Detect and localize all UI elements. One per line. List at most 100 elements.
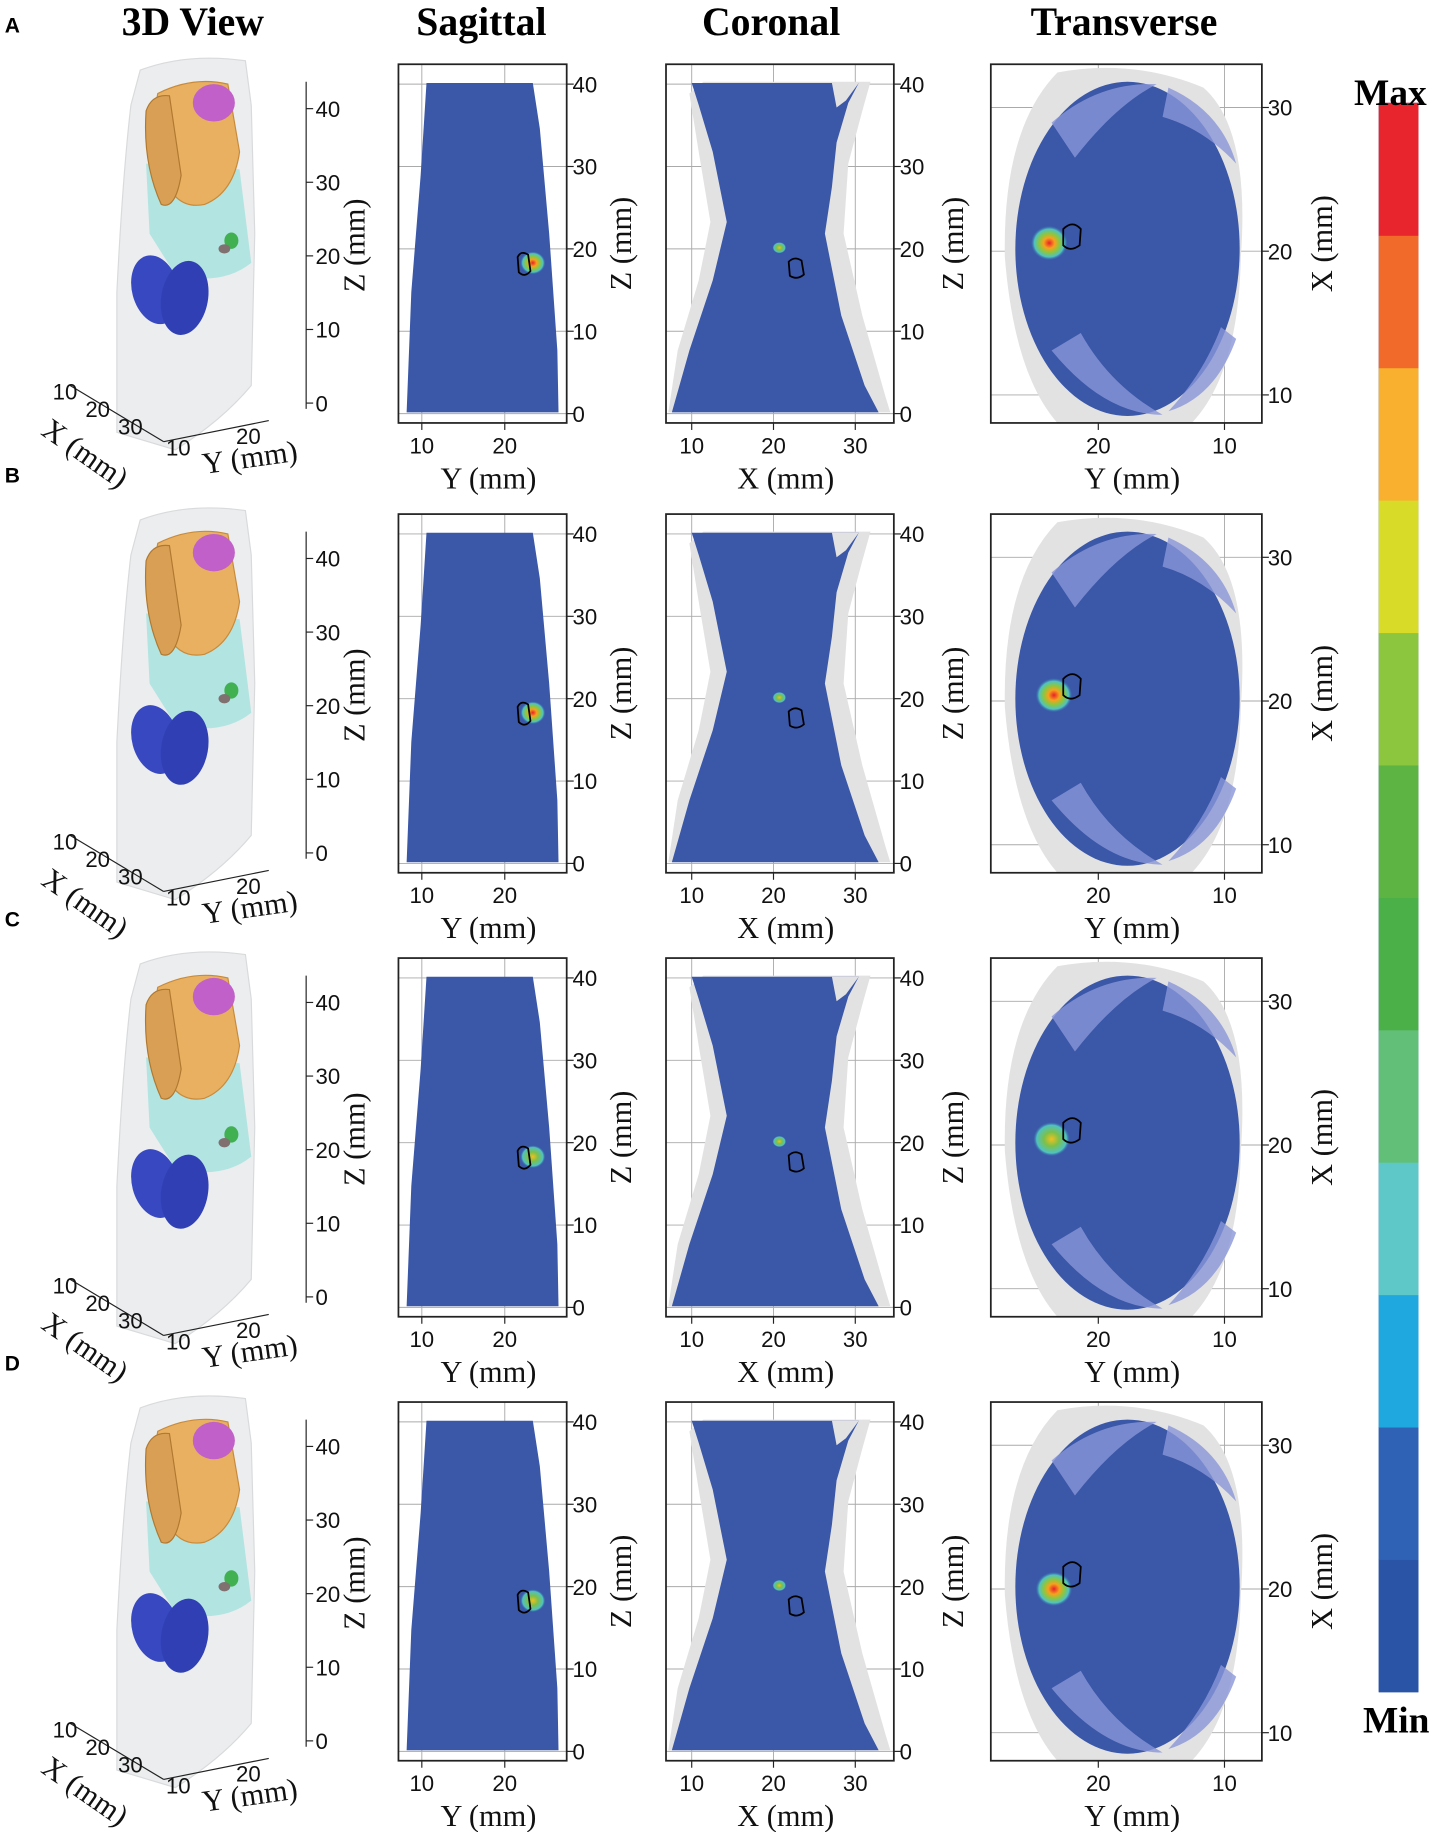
tumor [224,1126,239,1143]
tick-label: 30 [1268,96,1293,121]
organ-orange [144,544,182,656]
tick-label: 0 [315,391,327,416]
colorbar-min: Min [1363,1701,1430,1742]
row-label: C [5,909,20,932]
tick-label: 10 [679,1327,704,1352]
tick-label: 0 [315,841,327,866]
transverse-panel: 10 20 30 20 10 X (mm) Y (mm) [989,957,1339,1389]
tick-label: 30 [573,1492,598,1517]
dose-hotspot [1035,1571,1073,1607]
tick-label: 20 [492,433,517,458]
dose-hotspot [1030,225,1068,261]
tick-label: 10 [409,433,434,458]
row: D 0 10 20 30 40 Z (mm) 10 20 30 10 20 X (mm) Y (mm) 0 1… [5,1352,1339,1832]
axis-label: Z (mm) [338,648,372,742]
axis-label: Y (mm) [1084,911,1180,945]
axis-label: Z (mm) [338,1092,372,1186]
axis-label: X (mm) [1305,645,1339,742]
tissue [1015,531,1240,866]
tick-label: 30 [843,883,868,908]
colorbar-segment [1378,1559,1419,1693]
tick-label: 30 [315,170,340,195]
axis-label: Y (mm) [1084,1799,1180,1832]
tick-label: 10 [53,1273,78,1298]
tick-label: 20 [1086,1327,1111,1352]
tissue [406,1420,559,1751]
axis-label: Y (mm) [440,911,536,945]
tick-label: 20 [900,237,925,262]
tick-label: 10 [1212,883,1237,908]
tick-label: 40 [573,966,598,991]
plot-frame [989,957,1263,1318]
tick-label: 40 [315,1435,340,1460]
tick-label: 30 [900,1048,925,1073]
tick-label: 10 [409,883,434,908]
tick-label: 10 [315,318,340,343]
colorbar-segment [1378,235,1419,369]
plot-frame [397,513,568,874]
tick-label: 30 [1268,545,1293,570]
tick-label: 0 [315,1729,327,1754]
roi-outline [516,701,532,726]
tumor [224,1570,239,1587]
tick-label: 10 [409,1327,434,1352]
tissue [1015,81,1240,416]
organ-magenta [192,533,235,572]
roi-outline [787,257,805,279]
tick-label: 20 [315,1138,340,1163]
colorbar-segment [1378,764,1419,898]
axis-label: Z (mm) [604,1091,638,1185]
colorbar-segment [1378,1426,1419,1560]
tick-label: 20 [761,883,786,908]
tick-label: 30 [573,155,598,180]
tick-label: 30 [315,620,340,645]
tick-label: 30 [315,1064,340,1089]
tick-label: 20 [315,244,340,269]
organ-orange [144,988,182,1100]
tick-label: 30 [843,433,868,458]
axis-label: X (mm) [737,461,834,495]
tick-label: 20 [1086,883,1111,908]
row: C 0 10 20 30 40 Z (mm) 10 20 30 10 20 X (mm) Y (mm) 0 1… [5,909,1339,1390]
tick-label: 0 [573,1296,585,1321]
row-label: B [5,465,20,488]
coronal-panel: 0 10 20 30 40 10 20 30 Z (mm) X (mm) [665,1401,970,1832]
tick-label: 20 [85,1735,110,1760]
colorbar-segment [1378,897,1419,1031]
tissue [1015,975,1240,1310]
dose-hotspot [1032,1121,1071,1157]
transverse-panel: 10 20 30 20 10 X (mm) Y (mm) [989,63,1339,495]
tick-label: 20 [761,1771,786,1796]
roi-outline [787,707,805,729]
roi-outline [516,1145,532,1170]
tick-label: 20 [492,1327,517,1352]
plot-frame [665,63,895,424]
tick-label: 10 [573,1657,598,1682]
x-axis [69,834,164,892]
row-label: A [5,15,20,38]
tick-label: 30 [118,415,143,440]
tick-label: 10 [53,380,78,405]
tick-label: 20 [1268,689,1293,714]
tick-label: 10 [573,769,598,794]
tick-label: 30 [900,1492,925,1517]
kidney [160,1154,209,1229]
kidney [160,260,209,335]
tick-label: 10 [315,1655,340,1680]
column-header: Transverse [1031,0,1218,44]
tick-label: 20 [85,397,110,422]
tick-label: 30 [1268,989,1293,1014]
tick-label: 40 [573,522,598,547]
tick-label: 20 [315,1582,340,1607]
axis-label: Y (mm) [1084,461,1180,495]
axis-label: Z (mm) [936,1535,970,1629]
tick-label: 10 [1268,1721,1293,1746]
tick-label: 0 [900,852,912,877]
column-header: 3D View [122,0,265,44]
axis-label: X (mm) [1305,195,1339,292]
